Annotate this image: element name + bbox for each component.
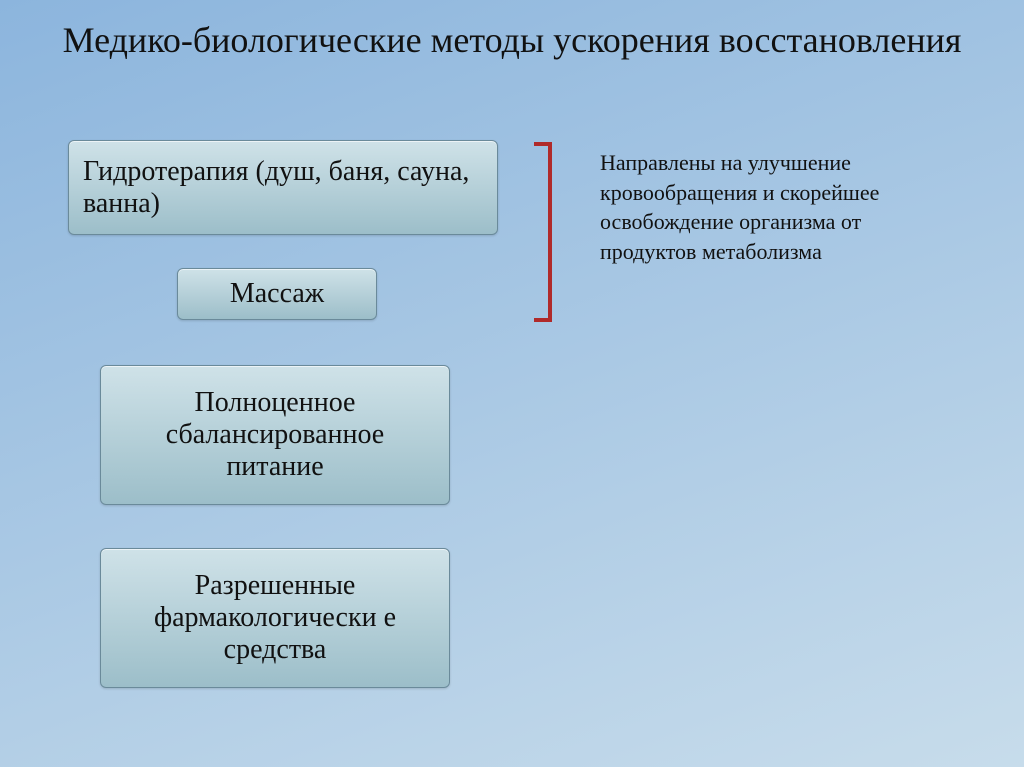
box-hydrotherapy-text: Гидротерапия (душ, баня, сауна, ванна): [83, 156, 483, 220]
box-hydrotherapy: Гидротерапия (душ, баня, сауна, ванна): [68, 140, 498, 235]
slide-title: Медико-биологические методы ускорения во…: [0, 20, 1024, 61]
slide: Медико-биологические методы ускорения во…: [0, 0, 1024, 767]
annotation-text: Направлены на улучшение кровообращения и…: [600, 148, 950, 267]
bracket-connector: [548, 142, 552, 322]
bracket-top-tick: [534, 142, 552, 146]
box-pharma-text: Разрешенные фармакологически е средства: [115, 570, 435, 666]
box-massage-text: Массаж: [230, 278, 324, 310]
box-nutrition-text: Полноценное сбалансированное питание: [115, 387, 435, 483]
box-nutrition: Полноценное сбалансированное питание: [100, 365, 450, 505]
box-pharma: Разрешенные фармакологически е средства: [100, 548, 450, 688]
bracket-bottom-tick: [534, 318, 552, 322]
box-massage: Массаж: [177, 268, 377, 320]
